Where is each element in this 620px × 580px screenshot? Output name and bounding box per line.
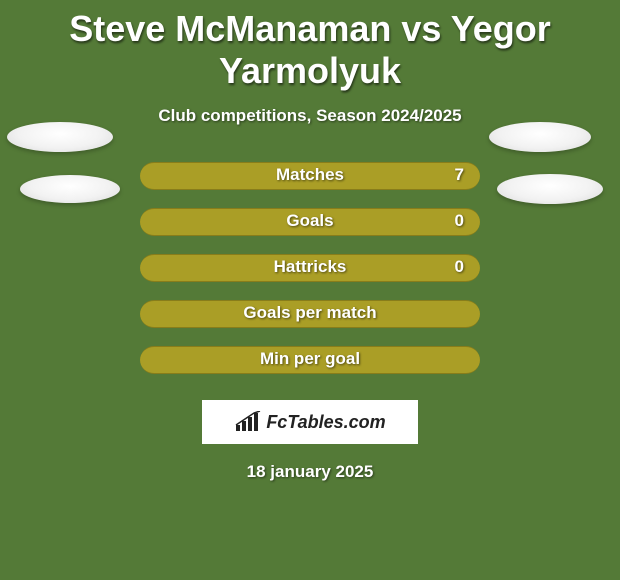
logo-text: FcTables.com xyxy=(266,412,385,433)
decorative-ellipse xyxy=(7,122,113,152)
bar-track xyxy=(140,162,480,190)
bar-track xyxy=(140,208,480,236)
bar-track xyxy=(140,346,480,374)
bar-track xyxy=(140,300,480,328)
decorative-ellipse xyxy=(489,122,591,152)
decorative-ellipse xyxy=(20,175,120,203)
stat-row: Min per goal xyxy=(0,346,620,392)
logo-box: FcTables.com xyxy=(202,400,418,444)
decorative-ellipse xyxy=(497,174,603,204)
bars-icon xyxy=(234,411,262,433)
date-text: 18 january 2025 xyxy=(0,462,620,482)
stat-row: Goals per match xyxy=(0,300,620,346)
stat-row: Hattricks 0 xyxy=(0,254,620,300)
page-title: Steve McManaman vs Yegor Yarmolyuk xyxy=(0,0,620,92)
bar-track xyxy=(140,254,480,282)
stat-row: Goals 0 xyxy=(0,208,620,254)
